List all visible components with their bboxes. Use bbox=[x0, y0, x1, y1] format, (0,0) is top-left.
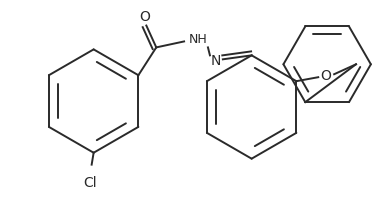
Text: N: N bbox=[211, 54, 221, 68]
Text: NH: NH bbox=[188, 33, 207, 46]
Text: O: O bbox=[321, 69, 332, 83]
Text: Cl: Cl bbox=[83, 176, 96, 189]
Text: O: O bbox=[139, 10, 150, 24]
